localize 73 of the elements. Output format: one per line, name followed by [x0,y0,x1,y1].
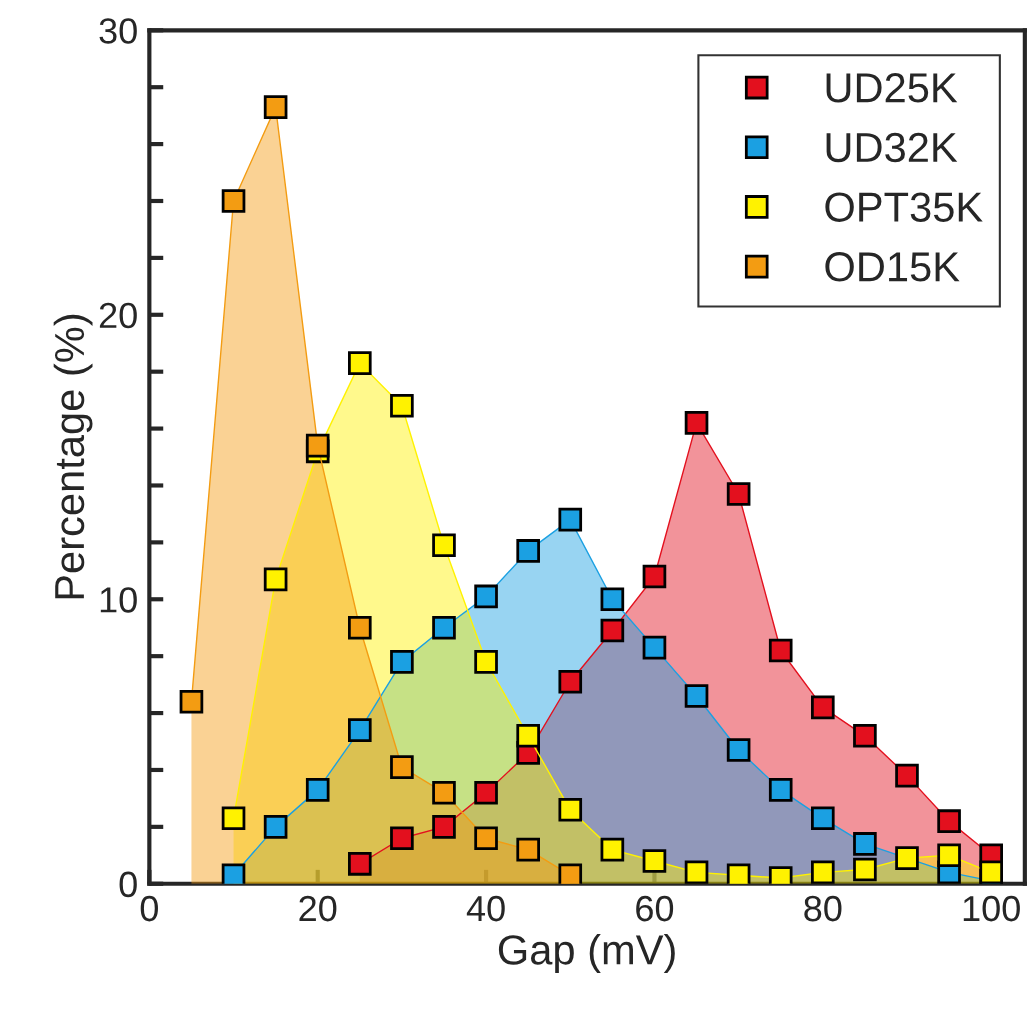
legend-label: UD32K [826,132,958,163]
point [811,860,835,884]
point [642,635,667,660]
point [600,837,625,862]
point [390,394,414,418]
y-tick-label: 20 [99,302,137,329]
y-tick-label: 30 [99,18,137,44]
point [516,837,540,862]
legend-label: OPT35K [825,192,983,222]
point [432,815,456,839]
point [432,615,456,640]
point [348,852,372,876]
x-tick-label: 40 [466,895,505,922]
point [853,857,877,882]
point [600,587,625,612]
point [516,724,540,748]
point [263,815,288,839]
point [642,564,667,589]
point [811,695,835,720]
point [684,860,709,884]
x-tick-label: 100 [963,895,1020,922]
point [768,638,793,663]
y-axis-title: Percentage (%) [53,314,93,599]
point [558,507,583,532]
x-tick-label: 0 [140,895,158,922]
point [390,650,414,674]
x-axis-title: Gap (mV) [498,934,675,973]
point [895,763,919,788]
point [558,863,583,884]
point [305,433,330,458]
x-tick-label: 60 [636,895,674,922]
point [432,533,456,558]
point [474,780,498,805]
point [642,849,667,873]
point [221,806,246,831]
x-tick-label: 20 [299,895,337,922]
legend-label: OD15K [825,252,960,282]
y-tick-label: 10 [100,587,137,613]
point [305,778,330,802]
point [768,778,793,802]
point [726,863,751,884]
point [348,718,372,742]
point [348,615,372,640]
point [853,724,877,748]
point [179,689,204,714]
point [221,863,246,884]
point [390,755,414,779]
point [937,843,961,868]
point [937,809,961,833]
point [726,482,751,506]
point [558,797,583,822]
x-tick-label: 80 [804,895,842,922]
point [726,738,751,762]
point [558,669,583,694]
point [221,189,246,213]
point [895,846,919,870]
point [474,826,498,851]
point [600,618,625,643]
legend-label: UD25K [826,73,958,103]
point [684,684,709,708]
point [432,780,456,805]
point [474,650,498,674]
point [390,826,414,851]
point [263,567,288,592]
point [853,832,877,856]
point [979,860,1003,884]
point [263,95,288,119]
y-tick-label: 0 [119,871,137,898]
point [474,584,498,609]
point [811,806,835,831]
point [348,351,372,375]
point [684,411,709,435]
point [516,539,540,563]
